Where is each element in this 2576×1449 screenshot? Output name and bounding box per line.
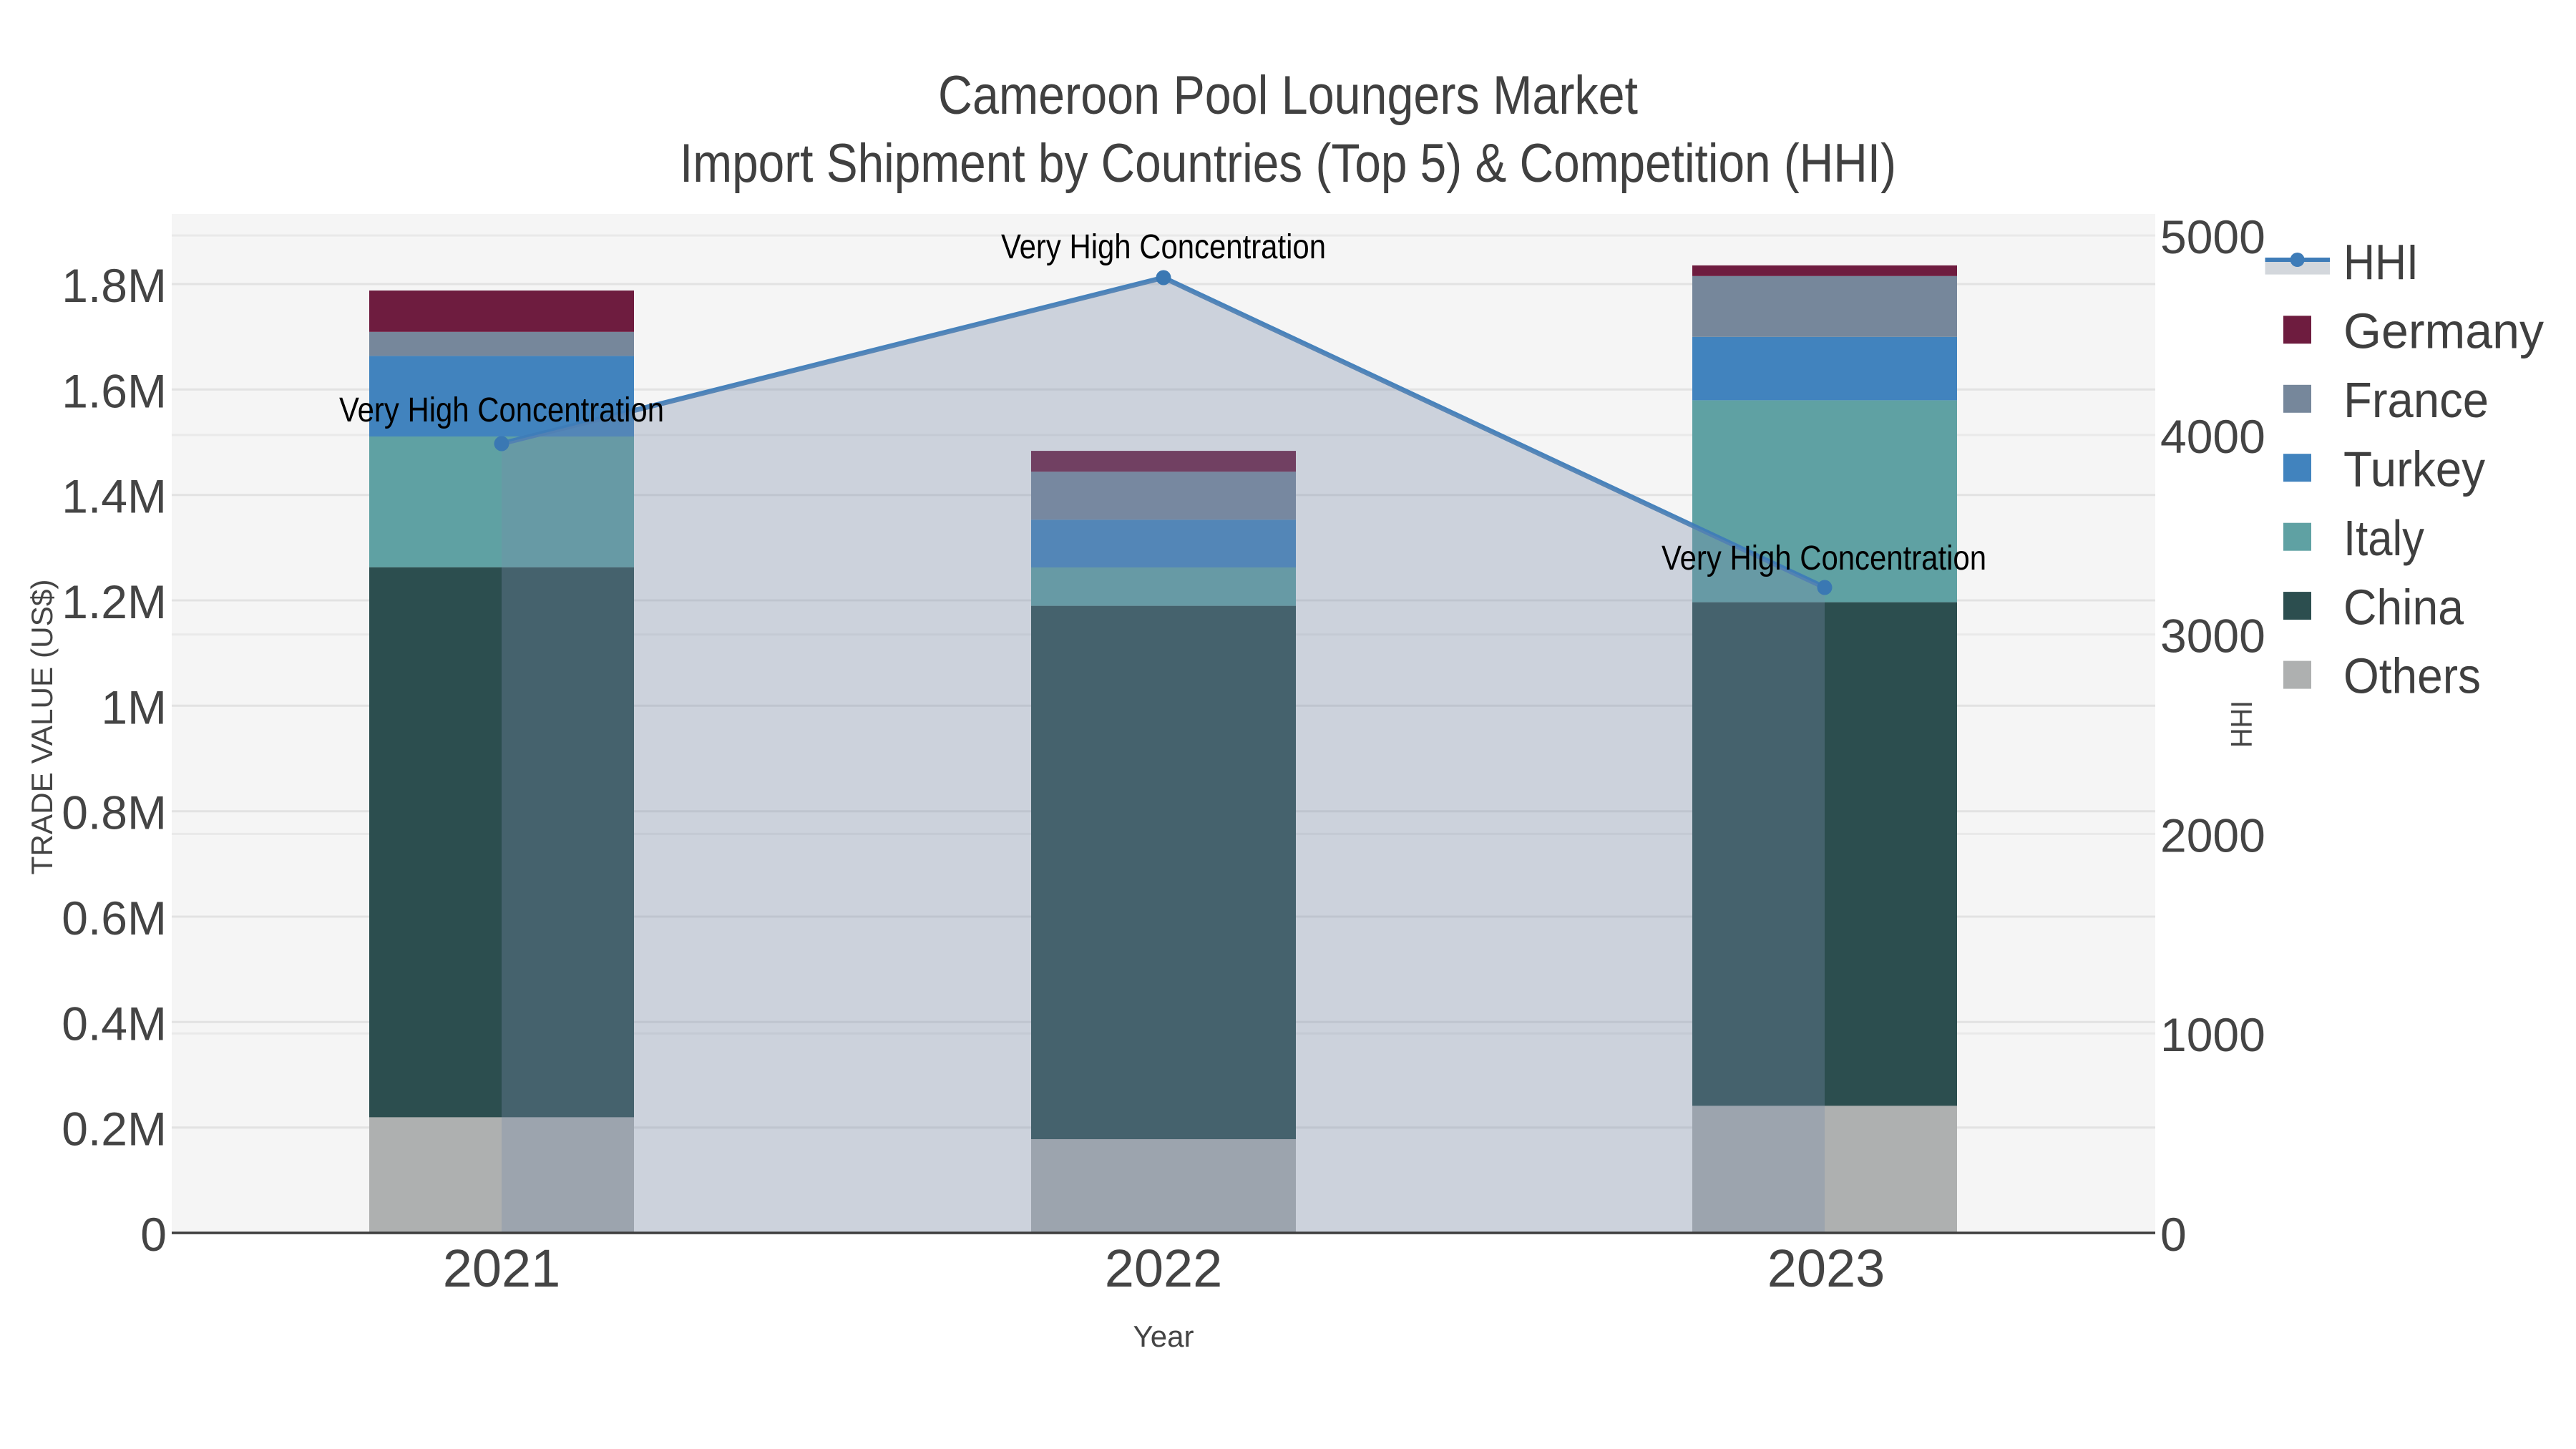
svg-text:HHI: HHI xyxy=(2225,701,2258,748)
svg-text:0.4M: 0.4M xyxy=(62,997,167,1050)
svg-text:2000: 2000 xyxy=(2160,809,2265,862)
svg-text:Germany: Germany xyxy=(2343,303,2544,359)
svg-text:1000: 1000 xyxy=(2160,1008,2265,1061)
svg-text:0.6M: 0.6M xyxy=(62,892,167,945)
svg-text:0.8M: 0.8M xyxy=(62,786,167,839)
svg-text:Very High Concentration: Very High Concentration xyxy=(1001,228,1326,266)
svg-text:Cameroon Pool Loungers Market: Cameroon Pool Loungers Market xyxy=(938,65,1638,126)
svg-text:Very High Concentration: Very High Concentration xyxy=(339,391,664,429)
svg-text:Very High Concentration: Very High Concentration xyxy=(1662,540,1986,577)
svg-text:3000: 3000 xyxy=(2160,610,2265,663)
svg-text:2022: 2022 xyxy=(1105,1239,1223,1298)
svg-text:1.2M: 1.2M xyxy=(62,575,167,628)
svg-text:2023: 2023 xyxy=(1767,1239,1885,1298)
svg-text:1M: 1M xyxy=(101,680,167,733)
svg-text:1.4M: 1.4M xyxy=(62,470,167,523)
svg-text:TRADE VALUE (US$): TRADE VALUE (US$) xyxy=(25,580,59,875)
svg-text:0: 0 xyxy=(140,1208,167,1261)
svg-text:5000: 5000 xyxy=(2160,210,2265,263)
svg-text:4000: 4000 xyxy=(2160,410,2265,463)
svg-text:Import Shipment by Countries (: Import Shipment by Countries (Top 5) & C… xyxy=(680,133,1896,194)
svg-text:HHI: HHI xyxy=(2343,234,2419,290)
svg-text:0: 0 xyxy=(2160,1208,2187,1261)
svg-text:France: France xyxy=(2343,372,2489,428)
svg-text:Others: Others xyxy=(2343,648,2481,704)
svg-text:Year: Year xyxy=(1133,1319,1194,1353)
svg-text:China: China xyxy=(2343,579,2464,635)
svg-text:1.6M: 1.6M xyxy=(62,364,167,417)
svg-text:2021: 2021 xyxy=(443,1239,561,1298)
svg-text:Italy: Italy xyxy=(2343,510,2424,566)
svg-text:Turkey: Turkey xyxy=(2343,441,2485,497)
svg-text:1.8M: 1.8M xyxy=(62,259,167,312)
svg-text:0.2M: 0.2M xyxy=(62,1103,167,1156)
